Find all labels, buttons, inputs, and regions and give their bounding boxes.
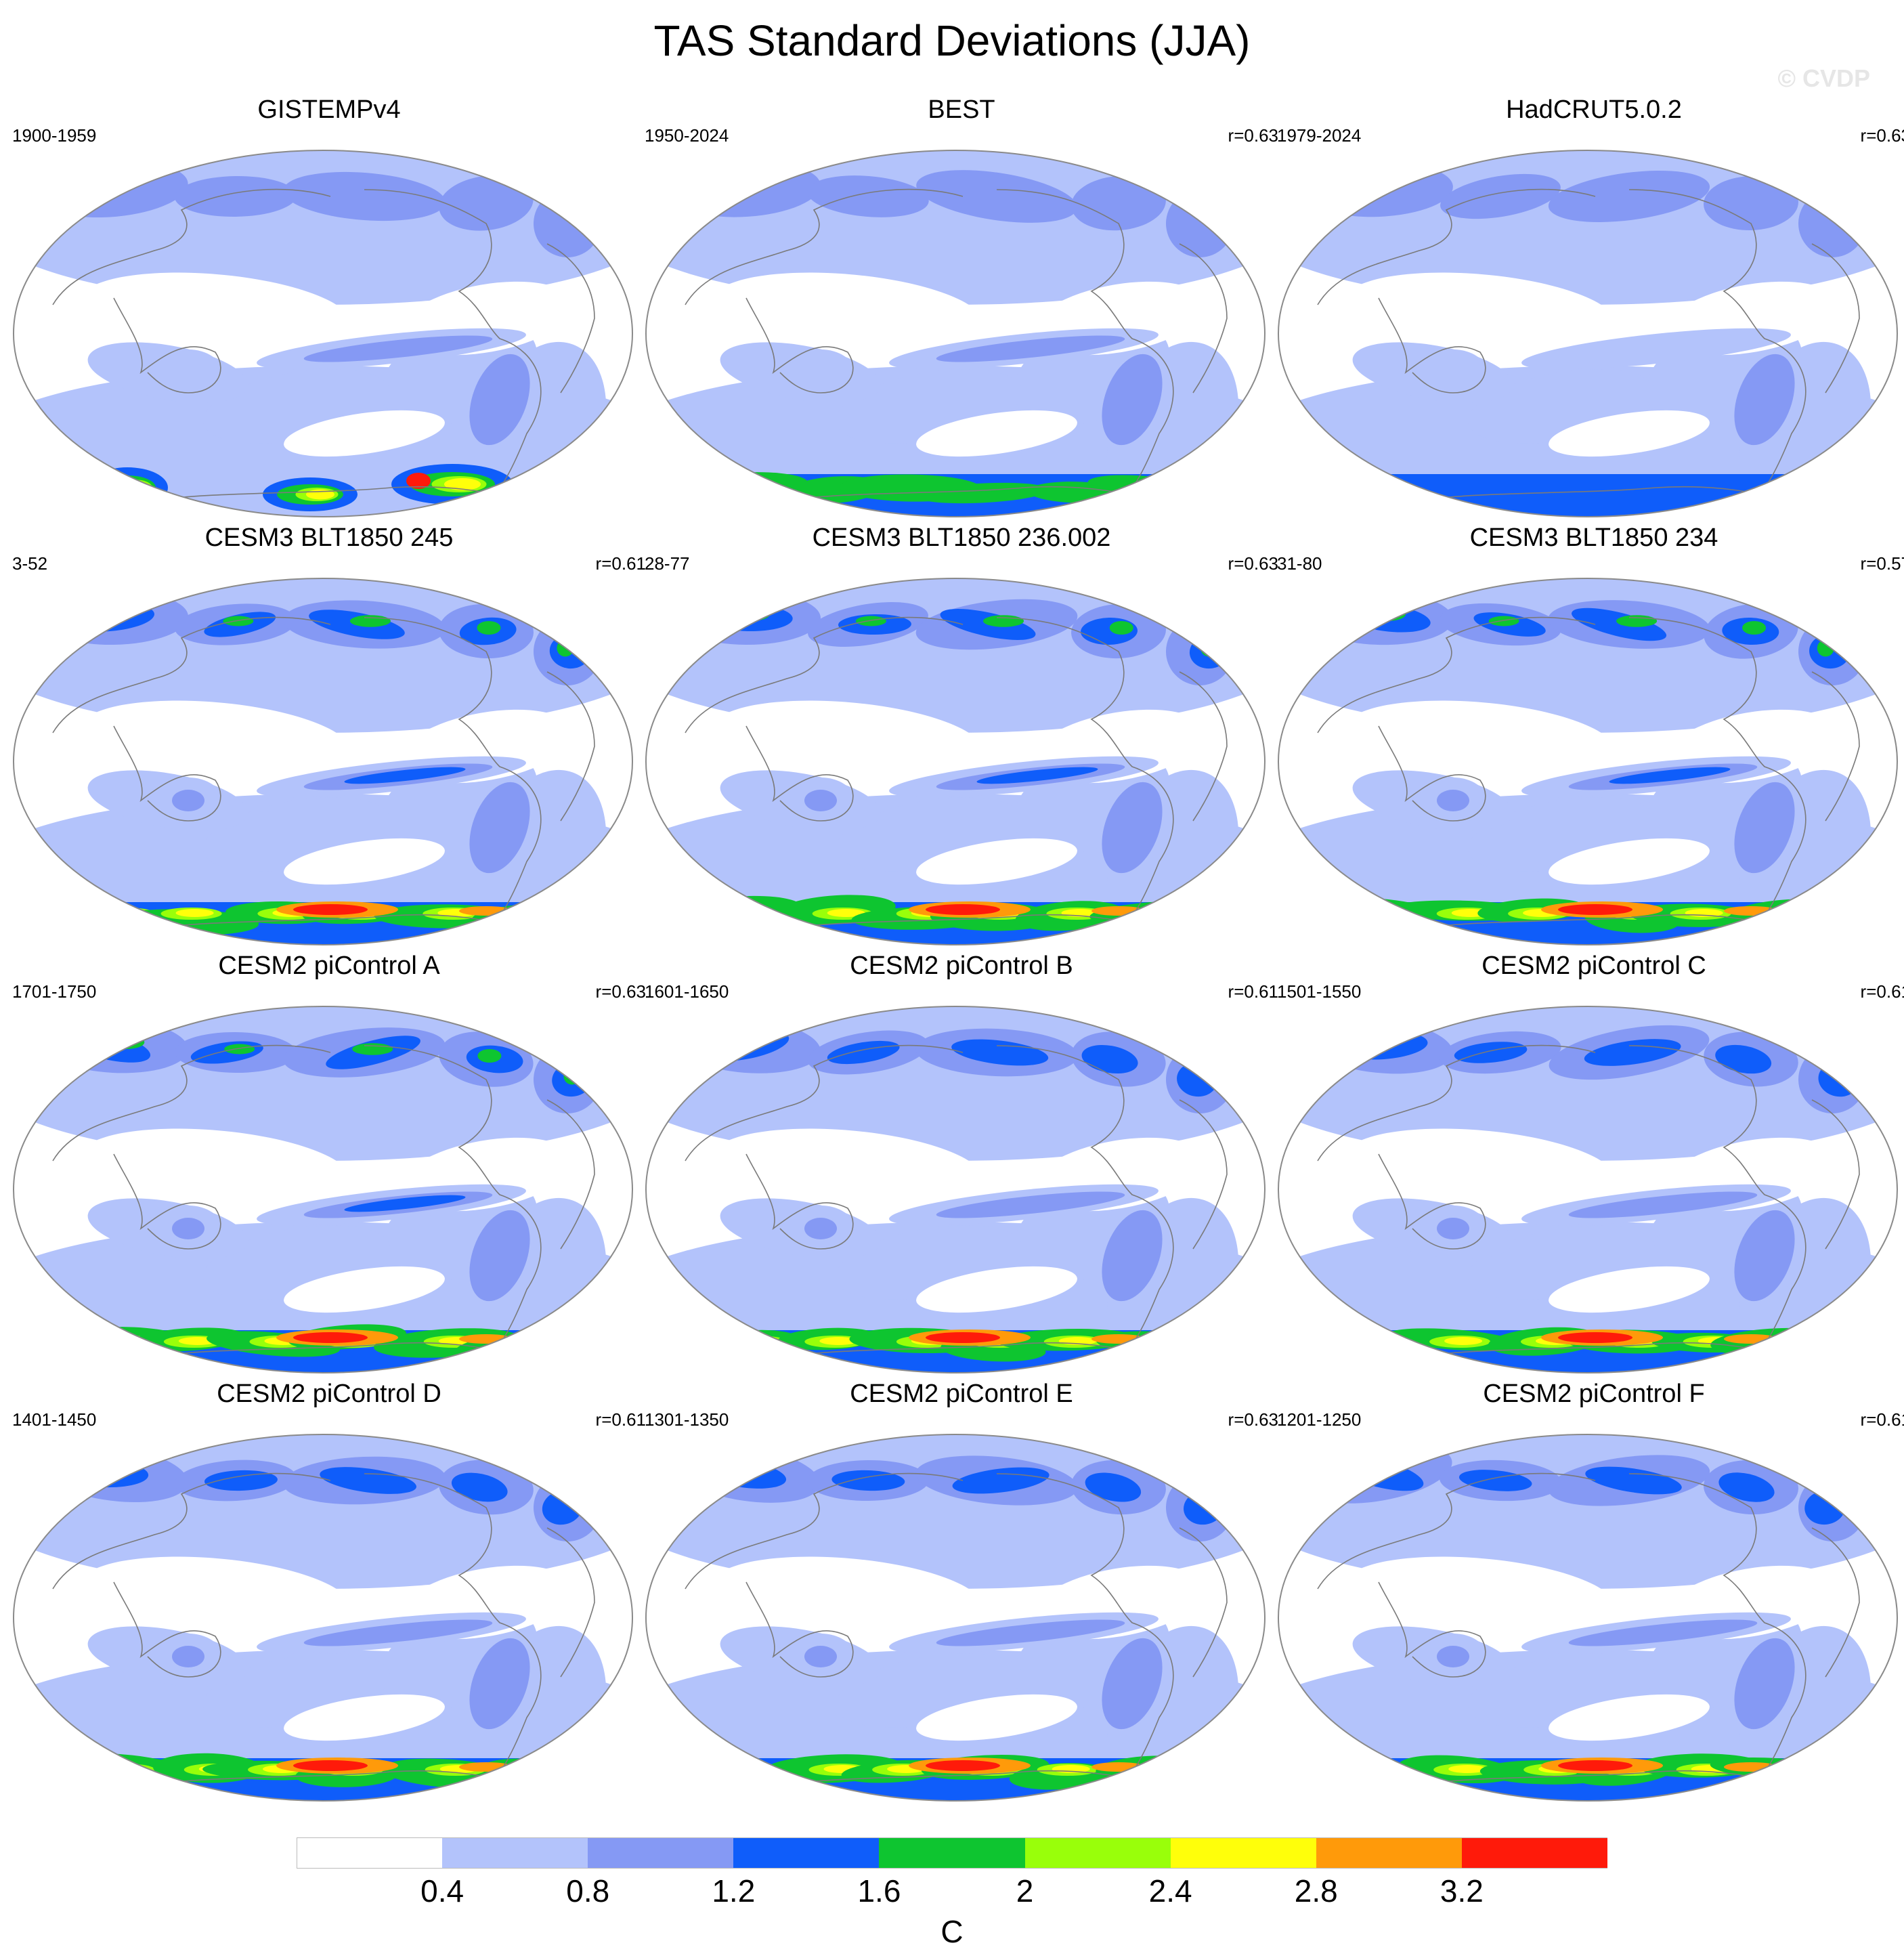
colorbar-tick-label: 2.8: [1294, 1873, 1338, 1909]
colorbar-box: [1461, 1837, 1608, 1869]
panel-period: 1401-1450: [12, 1409, 97, 1430]
colorbar-box: [733, 1837, 880, 1869]
panel-pattern-correlation: r=0.63: [595, 981, 646, 1002]
panel-pattern-correlation: r=0.61: [1228, 981, 1278, 1002]
panel-period: 28-77: [645, 553, 690, 574]
colorbar-tick-label: 2: [1016, 1873, 1034, 1909]
panel-title: CESM3 BLT1850 236.002: [812, 524, 1111, 552]
panel-title: HadCRUT5.0.2: [1506, 95, 1682, 124]
panel-pattern-correlation: r=0.61: [1860, 981, 1904, 1002]
panel-title: CESM2 piControl D: [217, 1380, 441, 1408]
panel-period: 1501-1550: [1277, 981, 1362, 1002]
colorbar-tick-label: 1.6: [857, 1873, 901, 1909]
panel-period: 1301-1350: [645, 1409, 729, 1430]
colorbar: [297, 1837, 1608, 1869]
robinson-map: [645, 1006, 1265, 1373]
map-panel: CESM2 piControl F 1201-1250 r=0.61: [1277, 1379, 1904, 1806]
colorbar-box: [1024, 1837, 1171, 1869]
panel-pattern-correlation: r=0.61: [1860, 1409, 1904, 1430]
panel-period: 1601-1650: [645, 981, 729, 1002]
panel-period: 1201-1250: [1277, 1409, 1362, 1430]
panel-period: 1701-1750: [12, 981, 97, 1002]
robinson-map: [1278, 1434, 1898, 1802]
panel-title: CESM3 BLT1850 234: [1469, 524, 1718, 552]
colorbar-box: [1316, 1837, 1463, 1869]
colorbar-box: [879, 1837, 1026, 1869]
panel-period: 3-52: [12, 553, 48, 574]
map-panel: CESM3 BLT1850 245 3-52 r=0.61: [12, 523, 646, 950]
colorbar-box: [297, 1837, 443, 1869]
robinson-map: [1278, 1006, 1898, 1373]
map-panel: CESM2 piControl C 1501-1550 r=0.61: [1277, 951, 1904, 1378]
map-panel: CESM3 BLT1850 234 31-80 r=0.57: [1277, 523, 1904, 950]
panel-title: CESM3 BLT1850 245: [204, 524, 454, 552]
robinson-map: [645, 578, 1265, 945]
figure-title: TAS Standard Deviations (JJA): [653, 16, 1251, 65]
colorbar-tick-label: 2.4: [1148, 1873, 1192, 1909]
map-panel: CESM3 BLT1850 236.002 28-77 r=0.63: [645, 523, 1278, 950]
map-panel: GISTEMPv4 1900-1959: [12, 95, 646, 521]
colorbar-tick-label: 3.2: [1440, 1873, 1484, 1909]
panel-pattern-correlation: r=0.63: [1228, 553, 1278, 574]
map-panel: BEST 1950-2024 r=0.63: [645, 95, 1278, 521]
robinson-map: [13, 1006, 633, 1373]
robinson-map: [645, 150, 1265, 517]
panel-title: CESM2 piControl B: [850, 952, 1073, 980]
robinson-map: [13, 578, 633, 945]
map-panel: CESM2 piControl B 1601-1650 r=0.61: [645, 951, 1278, 1378]
panel-title: CESM2 piControl E: [850, 1380, 1073, 1408]
map-panel: HadCRUT5.0.2 1979-2024 r=0.63: [1277, 95, 1904, 521]
robinson-map: [1278, 578, 1898, 945]
robinson-map: [13, 1434, 633, 1802]
panel-title: CESM2 piControl F: [1483, 1380, 1705, 1408]
robinson-map: [13, 150, 633, 517]
map-panel: CESM2 piControl A 1701-1750 r=0.63: [12, 951, 646, 1378]
colorbar-tick-label: 0.4: [420, 1873, 464, 1909]
panel-pattern-correlation: r=0.61: [595, 553, 646, 574]
panel-pattern-correlation: r=0.63: [1860, 125, 1904, 146]
panel-pattern-correlation: r=0.61: [595, 1409, 646, 1430]
panel-title: BEST: [928, 95, 995, 124]
panel-period: 31-80: [1277, 553, 1322, 574]
map-panel: CESM2 piControl E 1301-1350 r=0.63: [645, 1379, 1278, 1806]
panel-pattern-correlation: r=0.57: [1860, 553, 1904, 574]
panel-period: 1950-2024: [645, 125, 729, 146]
colorbar-box: [442, 1837, 588, 1869]
colorbar-tick-label: 1.2: [712, 1873, 756, 1909]
colorbar-tick-label: 0.8: [566, 1873, 610, 1909]
panel-period: 1979-2024: [1277, 125, 1362, 146]
panel-period: 1900-1959: [12, 125, 97, 146]
panel-title: CESM2 piControl A: [218, 952, 440, 980]
colorbar-box: [1170, 1837, 1317, 1869]
map-panel: CESM2 piControl D 1401-1450 r=0.61: [12, 1379, 646, 1806]
panel-pattern-correlation: r=0.63: [1228, 125, 1278, 146]
colorbar-box: [588, 1837, 734, 1869]
colorbar-units: C: [940, 1914, 964, 1949]
panel-title: CESM2 piControl C: [1481, 952, 1706, 980]
panel-pattern-correlation: r=0.63: [1228, 1409, 1278, 1430]
panel-title: GISTEMPv4: [257, 95, 401, 124]
robinson-map: [1278, 150, 1898, 517]
robinson-map: [645, 1434, 1265, 1802]
cvdp-watermark: © CVDP: [1777, 64, 1870, 92]
